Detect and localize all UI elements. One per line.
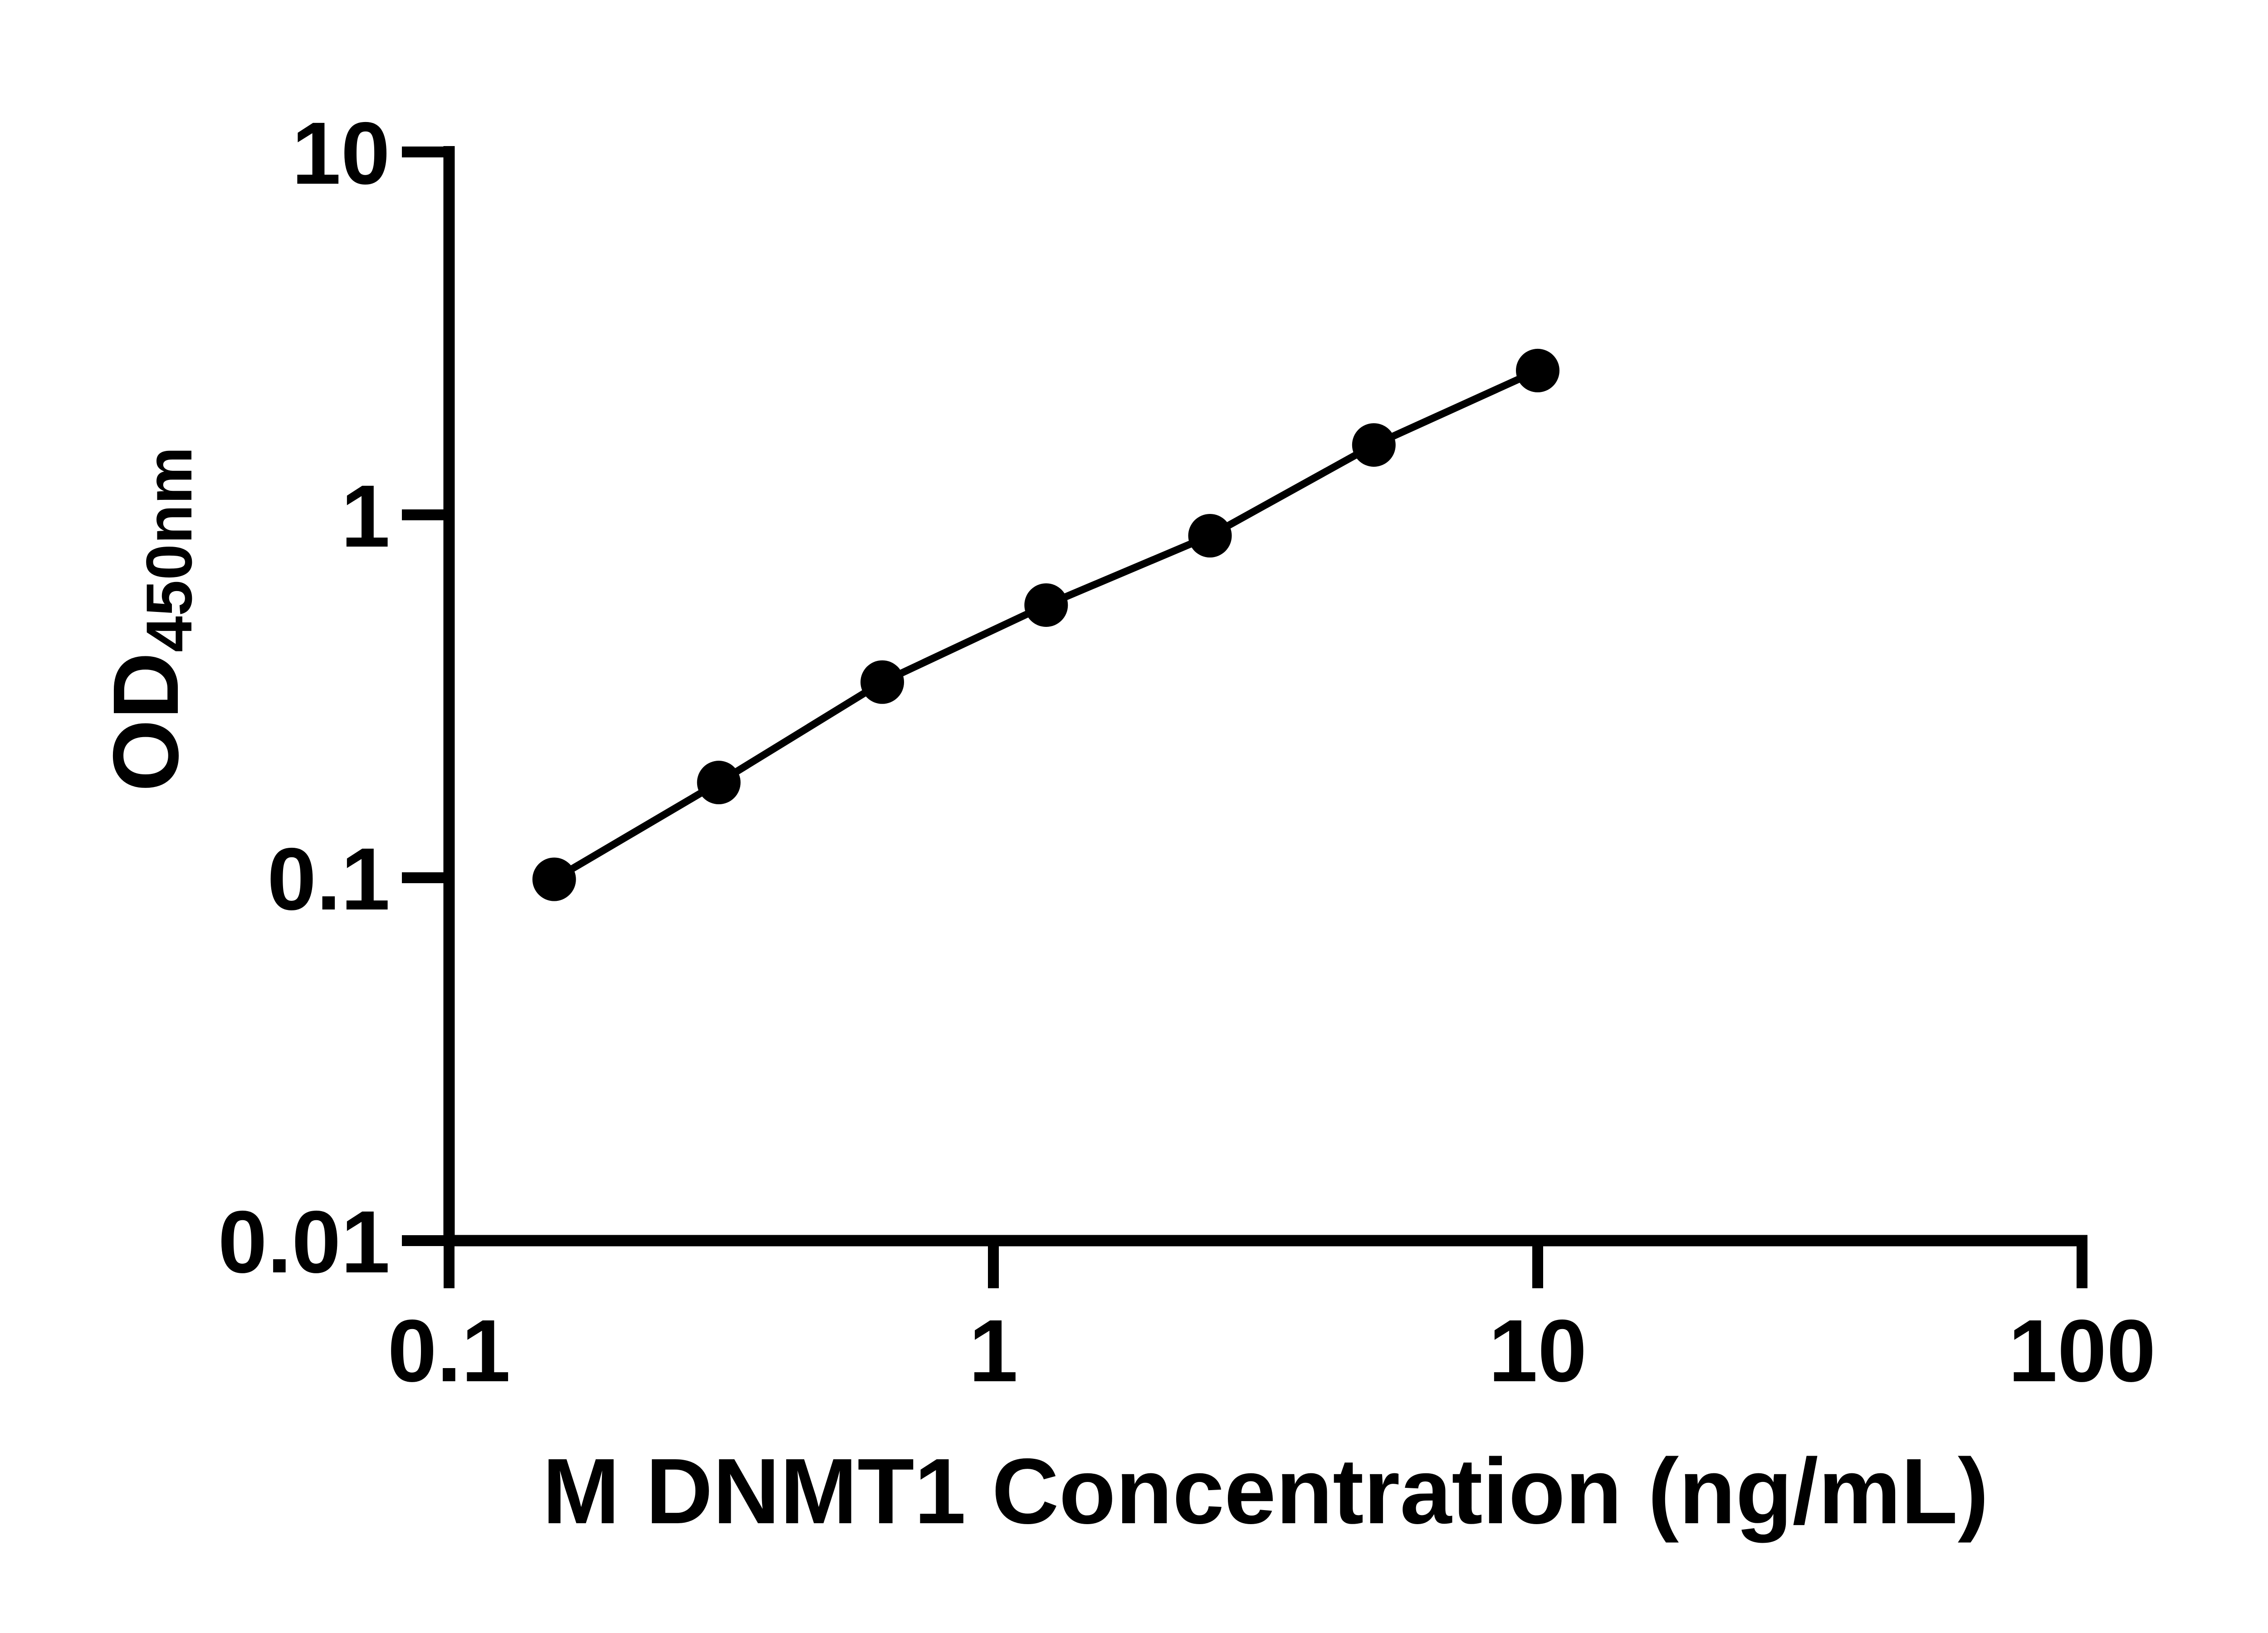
data-point	[1188, 513, 1232, 557]
data-point	[697, 761, 741, 805]
y-tick-label: 1	[341, 467, 390, 566]
data-point	[1516, 348, 1559, 392]
data-point	[1352, 423, 1396, 467]
data-point	[532, 857, 576, 901]
y-tick-label: 0.1	[267, 830, 390, 929]
y-axis-title-subscript: 450nm	[133, 447, 205, 652]
x-tick-label: 100	[2008, 1301, 2156, 1400]
data-point	[860, 660, 904, 704]
data-point	[1024, 583, 1068, 627]
y-axis-title-main: OD	[94, 652, 198, 792]
x-axis-title: M DNMT1 Concentration (ng/mL)	[543, 1439, 1989, 1543]
y-tick-label: 10	[292, 104, 390, 203]
x-tick-label: 1	[969, 1301, 1018, 1400]
x-tick-label: 0.1	[387, 1301, 510, 1400]
x-tick-label: 10	[1489, 1301, 1587, 1400]
y-tick-label: 0.01	[218, 1193, 390, 1291]
y-axis-title: OD450nm	[94, 447, 205, 792]
